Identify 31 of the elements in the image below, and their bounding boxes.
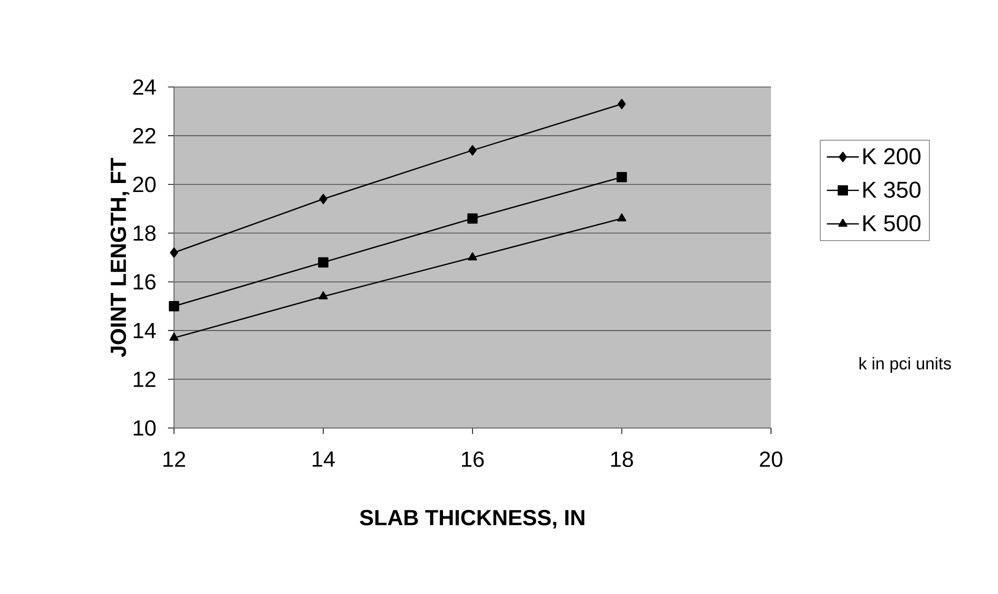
point xyxy=(617,213,626,222)
y-tick-label: 22 xyxy=(133,128,156,144)
x-axis-title: SLAB THICKNESS, IN xyxy=(360,510,584,529)
x-tick-label: 12 xyxy=(163,451,186,467)
y-tick-label: 14 xyxy=(134,323,156,338)
y-tick-label: 12 xyxy=(134,372,156,387)
point xyxy=(468,252,478,260)
y-tick-label: 20 xyxy=(133,176,156,192)
point xyxy=(168,301,180,312)
x-tick-label: 14 xyxy=(312,452,335,467)
legend-label: K 200 xyxy=(863,148,920,164)
point xyxy=(170,247,178,258)
y-tick-label: 16 xyxy=(134,274,156,290)
y-tick-label: 24 xyxy=(133,79,156,95)
point xyxy=(318,257,328,268)
point xyxy=(318,291,328,300)
legend-label: K 350 xyxy=(863,182,920,198)
point xyxy=(169,332,179,341)
point xyxy=(467,213,478,224)
text: k in pci units xyxy=(860,357,951,373)
y-tick-label: 10 xyxy=(134,420,156,436)
point xyxy=(616,172,627,182)
x-tick-label: 20 xyxy=(760,451,782,468)
y-axis-title: JOINT LENGTH, FT xyxy=(110,158,130,358)
x-tick-label: 16 xyxy=(462,451,484,468)
point xyxy=(468,145,477,156)
x-tick-label: 18 xyxy=(611,451,633,468)
point xyxy=(618,98,626,110)
legend-label: K 500 xyxy=(863,215,920,232)
y-tick-label: 18 xyxy=(134,225,156,241)
point xyxy=(319,194,328,204)
